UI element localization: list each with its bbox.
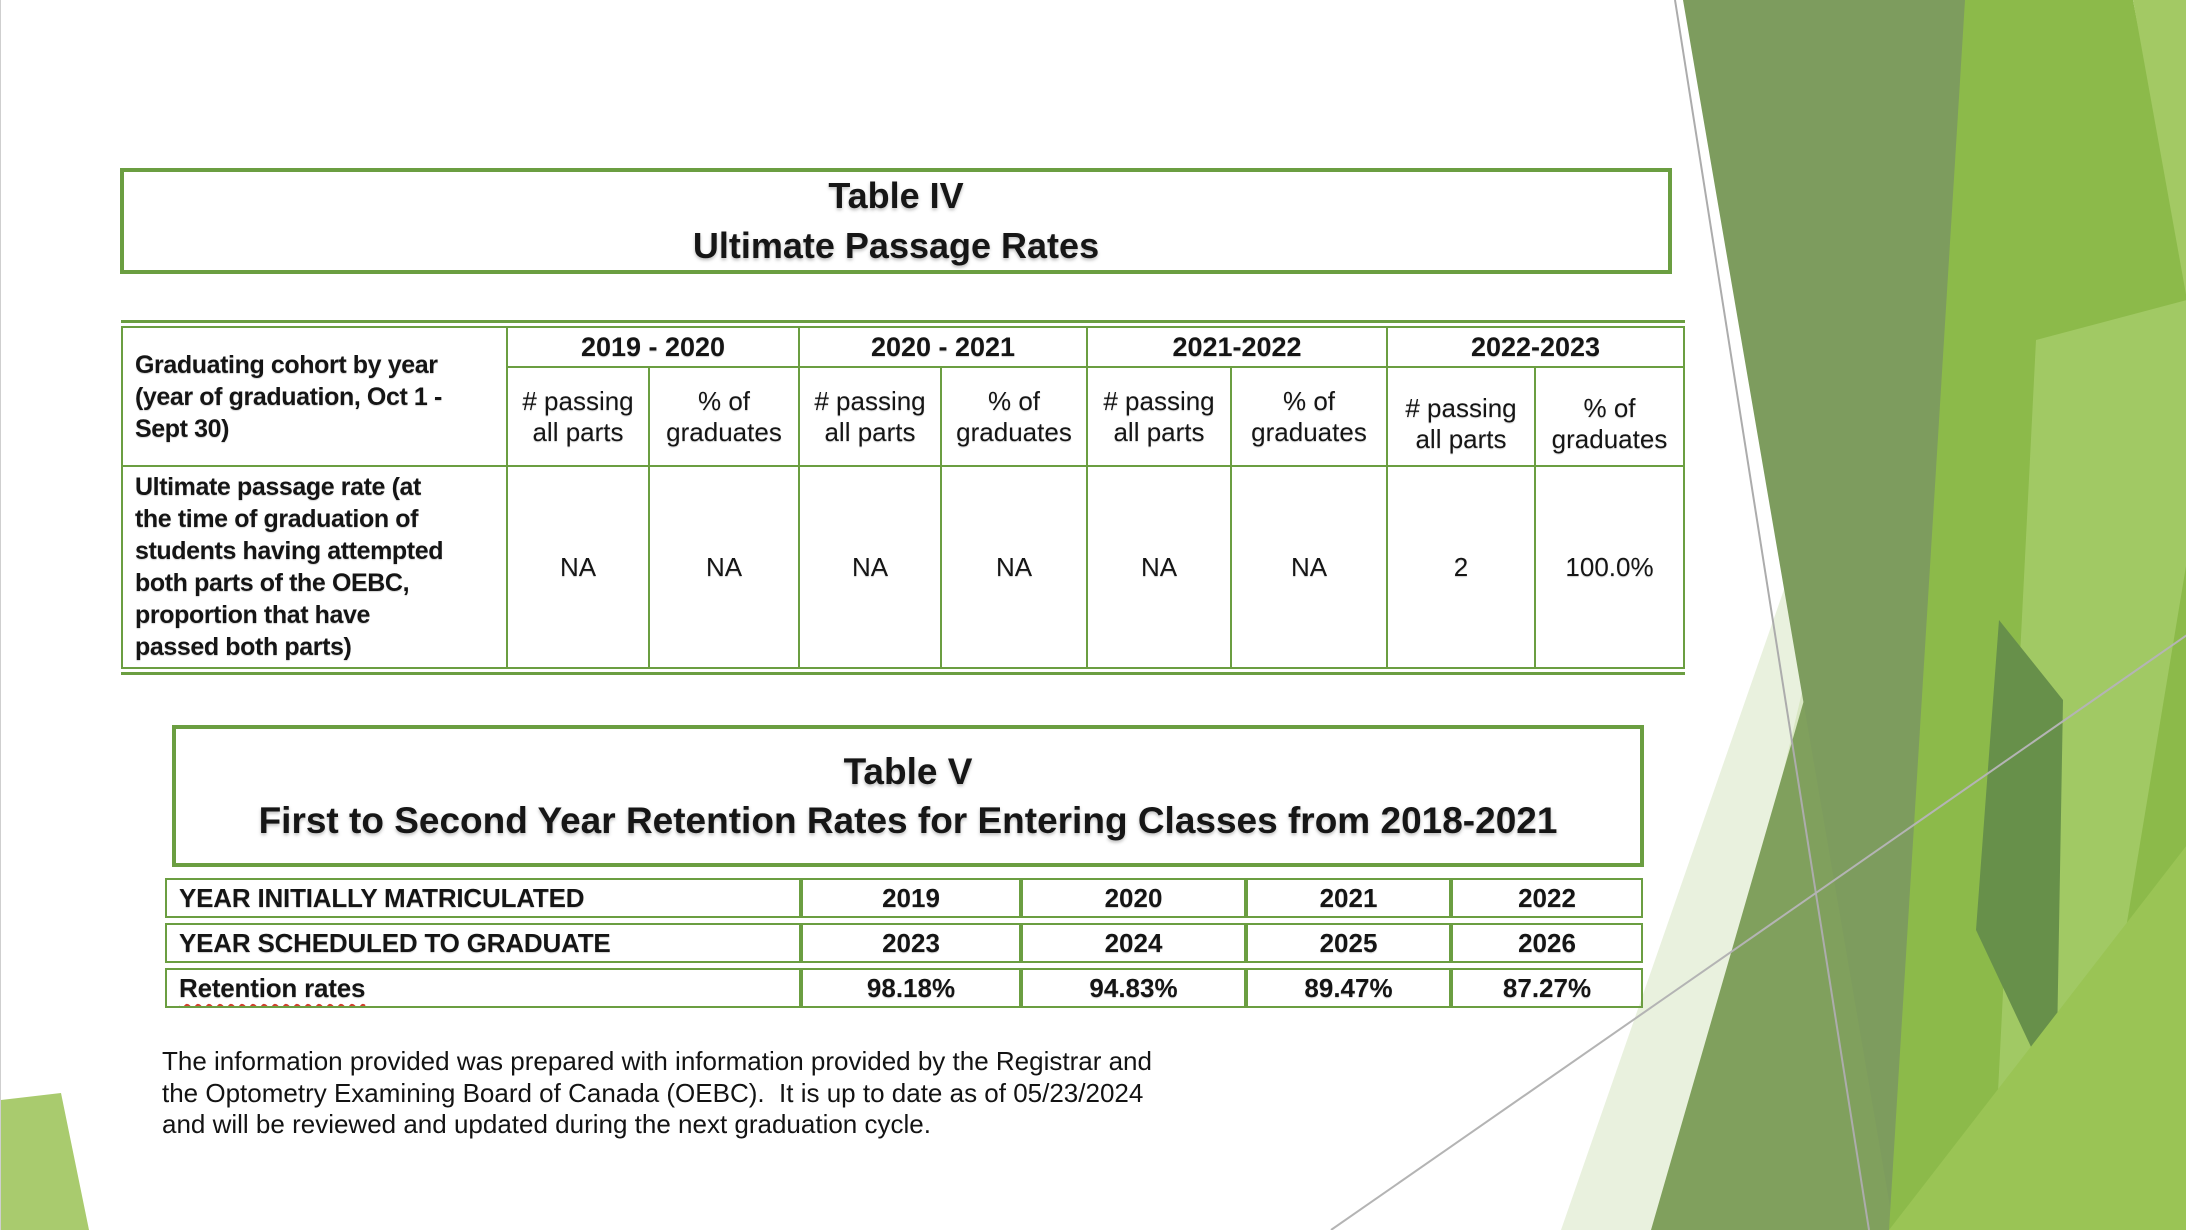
footer-line: and will be reviewed and updated during … [162, 1109, 931, 1139]
dark-overlap-facet [1976, 620, 2063, 1100]
table4-value: NA [1086, 465, 1232, 669]
table4-row-header: Graduating cohort by year (year of gradu… [121, 326, 508, 467]
table4-subheader: % of graduates [648, 366, 800, 467]
table4-value: NA [1230, 465, 1388, 669]
table4-value: NA [940, 465, 1088, 669]
table5-row: YEAR INITIALLY MATRICULATED 2019 2020 20… [165, 878, 1643, 918]
light-top-right-facet [2133, 0, 2186, 295]
table5-value: 2026 [1451, 923, 1643, 963]
table5-row-label: YEAR SCHEDULED TO GRADUATE [165, 923, 801, 963]
table4-value: NA [506, 465, 650, 669]
table5-title-line2: First to Second Year Retention Rates for… [258, 800, 1558, 841]
table5-row: Retention rates 98.18% 94.83% 89.47% 87.… [165, 968, 1643, 1008]
table4-year-group: 2022-2023 [1386, 326, 1685, 368]
table5-value: 2024 [1021, 923, 1246, 963]
table5-row-label: YEAR INITIALLY MATRICULATED [165, 878, 801, 918]
table5-value: 94.83% [1021, 968, 1246, 1008]
table4-value: 100.0% [1534, 465, 1685, 669]
table4-subheader: # passing all parts [1386, 366, 1536, 467]
sage-slab [1683, 0, 1969, 1230]
table5-row: YEAR SCHEDULED TO GRADUATE 2023 2024 202… [165, 923, 1643, 963]
retention-rates-label-spellcheck: Retention rates [179, 972, 366, 1003]
table5-value: 98.18% [801, 968, 1021, 1008]
table5-value: 2021 [1246, 878, 1451, 918]
table4-value: 2 [1386, 465, 1536, 669]
table4-subheader: % of graduates [1230, 366, 1388, 467]
footer-note: The information provided was prepared wi… [162, 1046, 1152, 1141]
table4-subheader: # passing all parts [798, 366, 942, 467]
light-bottom-right-facet [1889, 846, 2186, 1230]
table5-title-line1: Table V [843, 751, 973, 792]
table4-year-group: 2019 - 2020 [506, 326, 800, 368]
gray-hairline-steep [1674, 0, 1870, 1230]
table5-value: 2023 [801, 923, 1021, 963]
footer-line: The information provided was prepared wi… [162, 1046, 1152, 1076]
table4-year-group: 2021-2022 [1086, 326, 1388, 368]
table4-title-line1: Table IV [828, 175, 964, 216]
table5-title-box: Table V First to Second Year Retention R… [172, 725, 1644, 867]
gray-hairline-shallow [1330, 634, 2186, 1230]
table4-subheader: % of graduates [1534, 366, 1685, 467]
table5-value: 87.27% [1451, 968, 1643, 1008]
table5-value: 2019 [801, 878, 1021, 918]
table5-value: 2022 [1451, 878, 1643, 918]
table4-title-line2: Ultimate Passage Rates [692, 225, 1100, 266]
table4-subheader: # passing all parts [506, 366, 650, 467]
table4-year-group: 2020 - 2021 [798, 326, 1088, 368]
footer-line: the Optometry Examining Board of Canada … [162, 1077, 1144, 1108]
table5-value: 2020 [1021, 878, 1246, 918]
corner-wedge-bottom-left [1, 1093, 89, 1230]
table5-value: 2025 [1246, 923, 1451, 963]
table4-data-row-label: Ultimate passage rate (at the time of gr… [121, 465, 508, 669]
table4-ultimate-passage-rates: Graduating cohort by year (year of gradu… [121, 326, 1685, 669]
table5-row-label: Retention rates [165, 968, 801, 1008]
table5-retention-rates: YEAR INITIALLY MATRICULATED 2019 2020 20… [165, 873, 1643, 1013]
table4-subheader: # passing all parts [1086, 366, 1232, 467]
table4-value: NA [648, 465, 800, 669]
table4-value: NA [798, 465, 942, 669]
table4-title-box: Table IV Ultimate Passage Rates [120, 168, 1672, 274]
table4-subheader: % of graduates [940, 366, 1088, 467]
table4-wrapper: Graduating cohort by year (year of gradu… [121, 320, 1685, 675]
table5-value: 89.47% [1246, 968, 1451, 1008]
